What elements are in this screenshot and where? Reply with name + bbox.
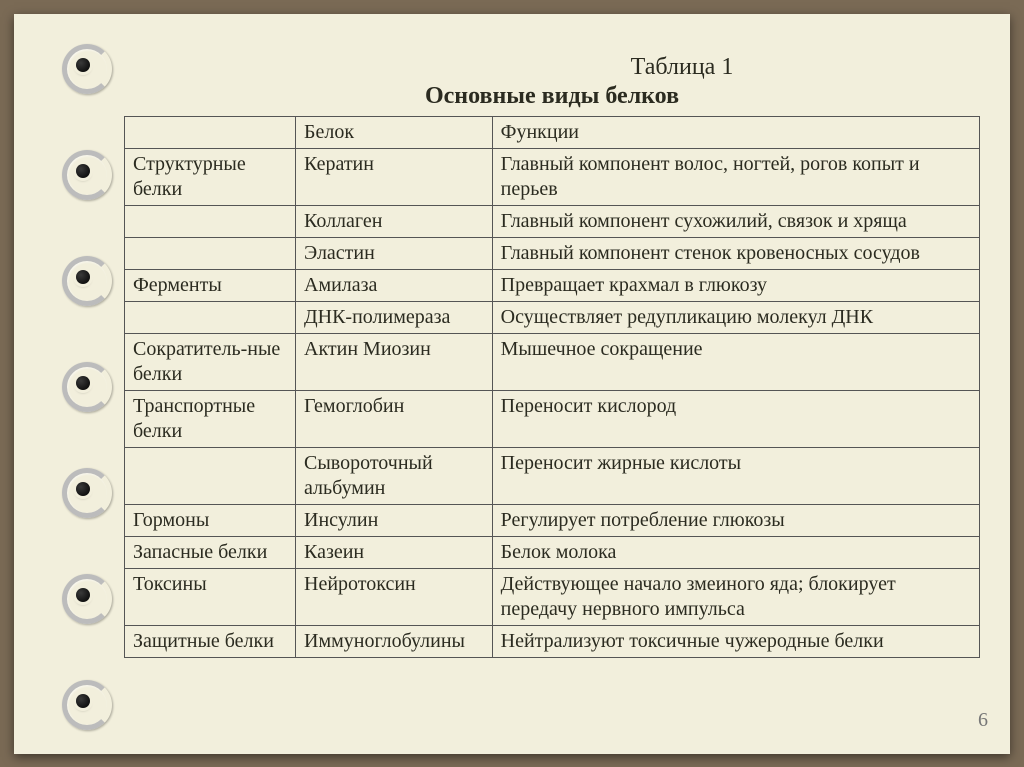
- header-cell-category: [125, 116, 296, 148]
- cell-function: Главный компонент волос, ногтей, рогов к…: [492, 148, 979, 205]
- table-row: ЭластинГлавный компонент стенок кровенос…: [125, 237, 980, 269]
- cell-protein: Сывороточный альбумин: [296, 447, 493, 504]
- binder-rings: [44, 44, 104, 724]
- table-number: Таблица 1: [124, 54, 980, 81]
- table-row: Транспортные белкиГемоглобинПереносит ки…: [125, 390, 980, 447]
- cell-function: Переносит жирные кислоты: [492, 447, 979, 504]
- cell-function: Белок молока: [492, 536, 979, 568]
- cell-category: [125, 237, 296, 269]
- table-row: ТоксиныНейротоксинДействующее начало зме…: [125, 568, 980, 625]
- cell-protein: Гемоглобин: [296, 390, 493, 447]
- cell-protein: ДНК-полимераза: [296, 301, 493, 333]
- ring-icon: [62, 150, 106, 194]
- cell-function: Нейтрализуют токсичные чужеродные белки: [492, 625, 979, 657]
- cell-function: Переносит кислород: [492, 390, 979, 447]
- cell-function: Превращает крахмал в глюкозу: [492, 269, 979, 301]
- cell-protein: Амилаза: [296, 269, 493, 301]
- cell-protein: Инсулин: [296, 504, 493, 536]
- cell-protein: Нейротоксин: [296, 568, 493, 625]
- cell-function: Регулирует потребление глюкозы: [492, 504, 979, 536]
- proteins-table: БелокФункцииСтруктурные белкиКератинГлав…: [124, 116, 980, 658]
- cell-category: Запасные белки: [125, 536, 296, 568]
- cell-protein: Эластин: [296, 237, 493, 269]
- table-row: КоллагенГлавный компонент сухожилий, свя…: [125, 205, 980, 237]
- ring-icon: [62, 574, 106, 618]
- cell-category: Сократитель-ные белки: [125, 333, 296, 390]
- cell-category: Защитные белки: [125, 625, 296, 657]
- cell-category: Транспортные белки: [125, 390, 296, 447]
- table-row: ГормоныИнсулинРегулирует потребление глю…: [125, 504, 980, 536]
- cell-protein: Актин Миозин: [296, 333, 493, 390]
- ring-icon: [62, 362, 106, 406]
- cell-category: Ферменты: [125, 269, 296, 301]
- header-cell-protein: Белок: [296, 116, 493, 148]
- ring-icon: [62, 468, 106, 512]
- cell-category: Структурные белки: [125, 148, 296, 205]
- cell-function: Главный компонент стенок кровеносных сос…: [492, 237, 979, 269]
- cell-function: Главный компонент сухожилий, связок и хр…: [492, 205, 979, 237]
- cell-category: [125, 205, 296, 237]
- ring-icon: [62, 680, 106, 724]
- page-number: 6: [978, 709, 988, 732]
- table-row: ФерментыАмилазаПревращает крахмал в глюк…: [125, 269, 980, 301]
- content-area: Таблица 1 Основные виды белков БелокФунк…: [124, 54, 980, 734]
- table-row: Сывороточный альбуминПереносит жирные ки…: [125, 447, 980, 504]
- table-row: Запасные белкиКазеинБелок молока: [125, 536, 980, 568]
- cell-category: [125, 447, 296, 504]
- header-cell-function: Функции: [492, 116, 979, 148]
- table-row: Структурные белкиКератинГлавный компонен…: [125, 148, 980, 205]
- table-row: Сократитель-ные белкиАктин МиозинМышечно…: [125, 333, 980, 390]
- cell-category: [125, 301, 296, 333]
- table-header-row: БелокФункции: [125, 116, 980, 148]
- cell-protein: Коллаген: [296, 205, 493, 237]
- table-row: ДНК-полимеразаОсуществляет редупликацию …: [125, 301, 980, 333]
- ring-icon: [62, 256, 106, 300]
- cell-function: Осуществляет редупликацию молекул ДНК: [492, 301, 979, 333]
- cell-protein: Казеин: [296, 536, 493, 568]
- cell-protein: Кератин: [296, 148, 493, 205]
- cell-category: Гормоны: [125, 504, 296, 536]
- table-title: Основные виды белков: [124, 83, 980, 110]
- cell-category: Токсины: [125, 568, 296, 625]
- cell-function: Мышечное сокращение: [492, 333, 979, 390]
- cell-protein: Иммуноглобулины: [296, 625, 493, 657]
- slide: Таблица 1 Основные виды белков БелокФунк…: [14, 14, 1010, 754]
- cell-function: Действующее начало змеиного яда; блокиру…: [492, 568, 979, 625]
- ring-icon: [62, 44, 106, 88]
- table-row: Защитные белкиИммуноглобулиныНейтрализую…: [125, 625, 980, 657]
